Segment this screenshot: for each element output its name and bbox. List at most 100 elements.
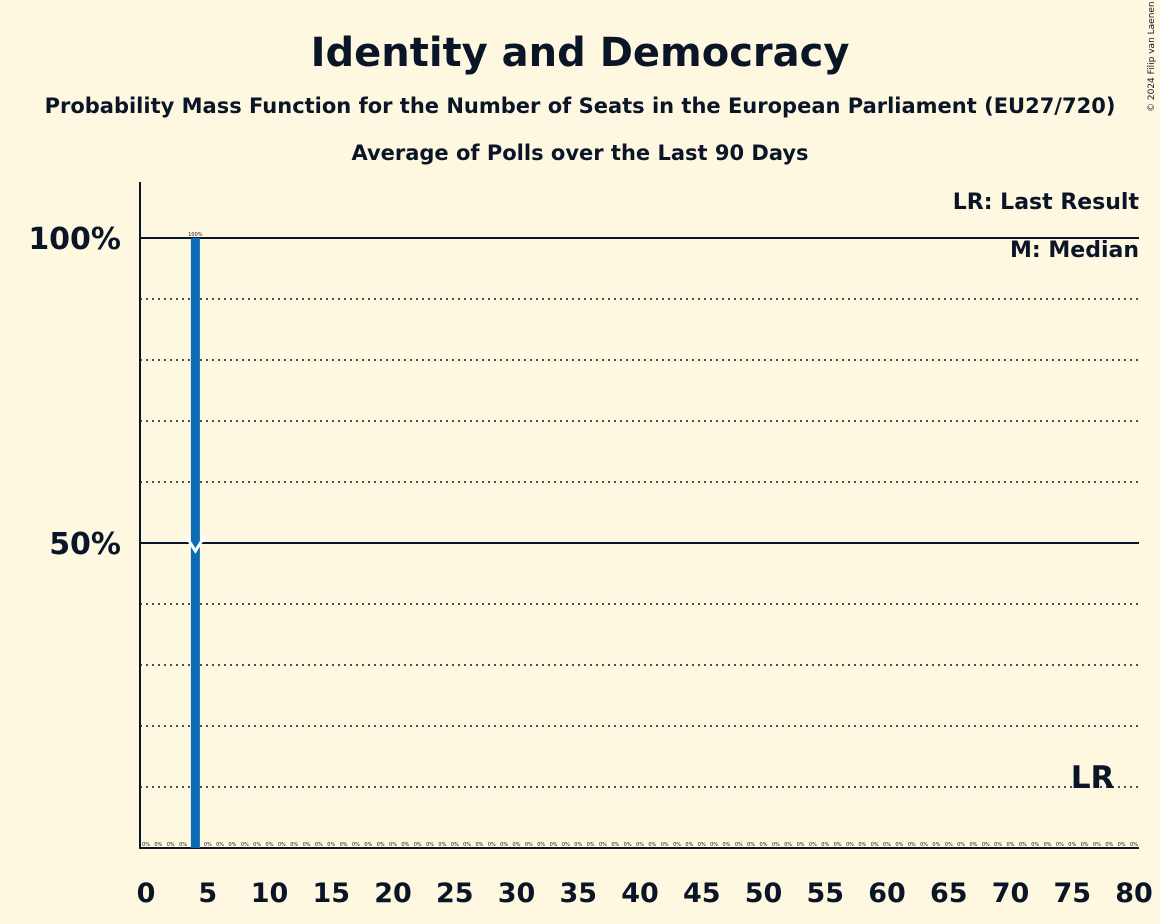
chart-title: Identity and Democracy bbox=[311, 30, 850, 76]
zero-value-label: 0% bbox=[488, 842, 496, 848]
gridlines bbox=[140, 237, 1139, 849]
zero-value-label: 0% bbox=[364, 842, 372, 848]
zero-value-label: 0% bbox=[834, 842, 842, 848]
x-tick-label: 20 bbox=[374, 878, 412, 909]
zero-value-label: 0% bbox=[611, 842, 619, 848]
y-tick-label: 50% bbox=[49, 527, 121, 562]
zero-value-label: 0% bbox=[945, 842, 953, 848]
zero-value-label: 0% bbox=[414, 842, 422, 848]
zero-value-label: 0% bbox=[858, 842, 866, 848]
x-tick-label: 60 bbox=[868, 878, 906, 909]
zero-value-label: 0% bbox=[685, 842, 693, 848]
x-tick-label: 10 bbox=[251, 878, 289, 909]
copyright-text: © 2024 Filip van Laenen bbox=[1147, 1, 1157, 112]
zero-value-label: 0% bbox=[278, 842, 286, 848]
zero-value-label: 0% bbox=[871, 842, 879, 848]
x-tick-label: 45 bbox=[683, 878, 721, 909]
zero-value-label: 0% bbox=[1118, 842, 1126, 848]
zero-value-label: 0% bbox=[722, 842, 730, 848]
zero-value-label: 0% bbox=[438, 842, 446, 848]
zero-value-label: 0% bbox=[154, 842, 162, 848]
zero-value-label: 0% bbox=[957, 842, 965, 848]
zero-value-label: 0% bbox=[475, 842, 483, 848]
bars: 100% bbox=[188, 232, 203, 848]
x-tick-label: 65 bbox=[930, 878, 968, 909]
zero-value-label: 0% bbox=[241, 842, 249, 848]
zero-value-label: 0% bbox=[599, 842, 607, 848]
x-tick-label: 0 bbox=[137, 878, 156, 909]
x-tick-label: 75 bbox=[1053, 878, 1091, 909]
x-tick-label: 80 bbox=[1115, 878, 1153, 909]
zero-value-label: 0% bbox=[179, 842, 187, 848]
zero-value-label: 0% bbox=[821, 842, 829, 848]
zero-value-label: 0% bbox=[1044, 842, 1052, 848]
zero-value-label: 0% bbox=[1093, 842, 1101, 848]
zero-value-label: 0% bbox=[550, 842, 558, 848]
zero-value-label: 0% bbox=[895, 842, 903, 848]
y-tick-label: 100% bbox=[28, 222, 121, 257]
x-tick-label: 50 bbox=[745, 878, 783, 909]
zero-value-label: 0% bbox=[167, 842, 175, 848]
zero-value-label: 0% bbox=[500, 842, 508, 848]
y-axis-ticks: 50% 100% bbox=[28, 222, 121, 562]
zero-value-label: 0% bbox=[760, 842, 768, 848]
zero-value-label: 0% bbox=[809, 842, 817, 848]
zero-value-label: 0% bbox=[574, 842, 582, 848]
zero-value-label: 0% bbox=[142, 842, 150, 848]
zero-value-label: 0% bbox=[772, 842, 780, 848]
zero-value-label: 0% bbox=[747, 842, 755, 848]
zero-value-label: 0% bbox=[735, 842, 743, 848]
zero-value-label: 0% bbox=[537, 842, 545, 848]
x-tick-label: 70 bbox=[992, 878, 1030, 909]
zero-value-label: 0% bbox=[1031, 842, 1039, 848]
zero-value-label: 0% bbox=[352, 842, 360, 848]
zero-value-label: 0% bbox=[290, 842, 298, 848]
zero-value-label: 0% bbox=[797, 842, 805, 848]
zero-value-label: 0% bbox=[451, 842, 459, 848]
last-result-marker: LR bbox=[1071, 760, 1115, 796]
zero-value-label: 0% bbox=[1007, 842, 1015, 848]
zero-value-label: 0% bbox=[525, 842, 533, 848]
zero-value-label: 0% bbox=[340, 842, 348, 848]
zero-value-label: 0% bbox=[253, 842, 261, 848]
zero-value-label: 0% bbox=[710, 842, 718, 848]
zero-value-label: 0% bbox=[377, 842, 385, 848]
median-marker bbox=[184, 534, 207, 554]
zero-value-label: 0% bbox=[994, 842, 1002, 848]
zero-value-label: 0% bbox=[1130, 842, 1138, 848]
zero-value-label: 0% bbox=[636, 842, 644, 848]
zero-value-label: 0% bbox=[1056, 842, 1064, 848]
legend-last-result: LR: Last Result bbox=[953, 190, 1140, 215]
zero-value-labels: 0% 0% 0% 0% 0% 0% 0% 0% 0% 0% 0% 0% 0% 0% 0% 0% 0% 0% 0% 0%… bbox=[142, 842, 1138, 848]
x-tick-label: 5 bbox=[198, 878, 217, 909]
zero-value-label: 0% bbox=[401, 842, 409, 848]
zero-value-label: 0% bbox=[648, 842, 656, 848]
zero-value-label: 0% bbox=[846, 842, 854, 848]
zero-value-label: 0% bbox=[624, 842, 632, 848]
zero-value-label: 0% bbox=[1068, 842, 1076, 848]
x-tick-label: 25 bbox=[436, 878, 474, 909]
zero-value-label: 0% bbox=[303, 842, 311, 848]
zero-value-label: 0% bbox=[562, 842, 570, 848]
zero-value-label: 0% bbox=[784, 842, 792, 848]
zero-value-label: 0% bbox=[513, 842, 521, 848]
x-axis-ticks: 0 5 10 15 20 25 30 35 40 45 50 55 60 65 70 75 80 bbox=[137, 878, 1153, 909]
legend-median: M: Median bbox=[1010, 238, 1139, 263]
zero-value-label: 0% bbox=[426, 842, 434, 848]
chart-subtitle: Probability Mass Function for the Number… bbox=[45, 94, 1116, 118]
x-tick-label: 35 bbox=[559, 878, 597, 909]
zero-value-label: 0% bbox=[266, 842, 274, 848]
bar-value-label: 100% bbox=[188, 232, 203, 238]
zero-value-label: 0% bbox=[216, 842, 224, 848]
zero-value-label: 0% bbox=[204, 842, 212, 848]
x-tick-label: 30 bbox=[498, 878, 536, 909]
zero-value-label: 0% bbox=[389, 842, 397, 848]
zero-value-label: 0% bbox=[1081, 842, 1089, 848]
zero-value-label: 0% bbox=[883, 842, 891, 848]
zero-value-label: 0% bbox=[661, 842, 669, 848]
zero-value-label: 0% bbox=[673, 842, 681, 848]
zero-value-label: 0% bbox=[920, 842, 928, 848]
zero-value-label: 0% bbox=[982, 842, 990, 848]
zero-value-label: 0% bbox=[315, 842, 323, 848]
zero-value-label: 0% bbox=[327, 842, 335, 848]
